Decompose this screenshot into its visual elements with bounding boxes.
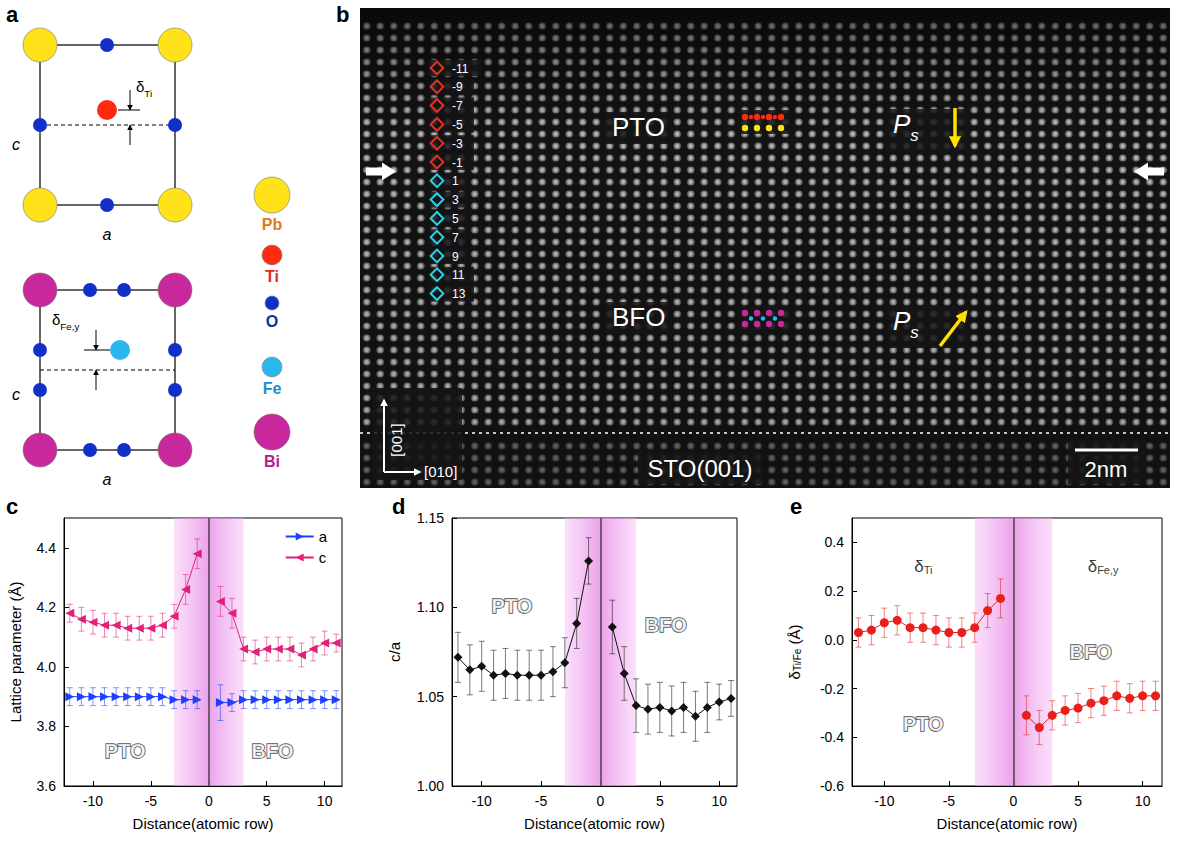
svg-text:Ti: Ti [924, 564, 933, 576]
html-text:d: d [392, 494, 406, 519]
svg-text:a: a [319, 528, 328, 545]
svg-text:4.0: 4.0 [37, 659, 57, 675]
svg-text:Fe,y: Fe,y [1097, 564, 1119, 576]
svg-text:Distance(atomic row): Distance(atomic row) [937, 815, 1078, 832]
svg-text:δ: δ [1088, 557, 1097, 576]
svg-text:5: 5 [1074, 793, 1082, 809]
svg-text:O: O [266, 313, 278, 330]
svg-text:Distance(atomic row): Distance(atomic row) [524, 815, 665, 832]
svg-text:-0.2: -0.2 [820, 681, 844, 697]
svg-text:BFO: BFO [1070, 641, 1112, 663]
svg-text:10: 10 [711, 793, 727, 809]
svg-text:BFO: BFO [612, 302, 665, 332]
svg-text:0: 0 [1010, 793, 1018, 809]
svg-text:PTO: PTO [612, 112, 665, 142]
svg-text:[001]: [001] [388, 423, 405, 456]
svg-text:-0.6: -0.6 [820, 778, 844, 794]
svg-text:Lattice parameter (Å): Lattice parameter (Å) [7, 582, 24, 723]
svg-text:0.4: 0.4 [825, 534, 845, 550]
svg-text:c: c [319, 549, 327, 566]
svg-text:Distance(atomic row): Distance(atomic row) [133, 815, 274, 832]
svg-text:(Å): (Å) [786, 625, 803, 649]
svg-text:δ: δ [786, 671, 803, 679]
svg-text:10: 10 [1135, 793, 1151, 809]
svg-text:δTi: δTi [136, 78, 152, 99]
svg-text:0: 0 [205, 793, 213, 809]
svg-text:δ: δ [914, 557, 923, 576]
svg-text:-5: -5 [943, 793, 956, 809]
svg-text:-7: -7 [452, 99, 463, 113]
svg-text:c/a: c/a [386, 641, 403, 662]
svg-text:1.10: 1.10 [417, 599, 444, 615]
svg-text:0.2: 0.2 [825, 583, 845, 599]
svg-text:5: 5 [452, 212, 459, 226]
svg-text:-5: -5 [535, 793, 548, 809]
svg-text:δFe,y: δFe,y [52, 311, 79, 332]
html-text:e: e [790, 494, 803, 519]
svg-text:9: 9 [452, 250, 459, 264]
svg-text:7: 7 [452, 231, 459, 245]
svg-text:0.0: 0.0 [825, 632, 845, 648]
svg-text:a: a [103, 226, 112, 243]
svg-text:-5: -5 [452, 118, 463, 132]
svg-text:1.15: 1.15 [417, 510, 444, 526]
svg-text:Ps: Ps [893, 306, 919, 342]
svg-text:4.2: 4.2 [37, 599, 57, 615]
svg-text:1: 1 [452, 174, 459, 188]
html-text:a: a [6, 2, 19, 27]
svg-text:-5: -5 [145, 793, 158, 809]
svg-text:PTO: PTO [105, 740, 146, 762]
svg-text:5: 5 [263, 793, 271, 809]
svg-text:2nm: 2nm [1085, 457, 1128, 482]
svg-text:-1: -1 [452, 156, 463, 170]
svg-text:Ti: Ti [265, 268, 279, 285]
html-text:c: c [6, 494, 19, 519]
svg-text:-9: -9 [452, 80, 463, 94]
svg-text:3: 3 [452, 193, 459, 207]
svg-text:a: a [103, 471, 112, 488]
svg-text:-0.4: -0.4 [820, 729, 844, 745]
svg-text:11: 11 [452, 268, 465, 282]
svg-text:Ti/Fe: Ti/Fe [792, 648, 803, 671]
svg-text:Bi: Bi [264, 453, 280, 470]
svg-text:-3: -3 [452, 137, 463, 151]
svg-text:c: c [12, 386, 20, 403]
svg-text:0: 0 [597, 793, 605, 809]
svg-text:3.6: 3.6 [37, 778, 57, 794]
svg-text:Fe: Fe [263, 380, 282, 397]
svg-text:-10: -10 [874, 793, 894, 809]
svg-text:13: 13 [452, 287, 466, 301]
svg-text:c: c [12, 136, 20, 153]
svg-text:1.00: 1.00 [417, 778, 444, 794]
svg-text:[010]: [010] [424, 463, 457, 480]
svg-text:3.8: 3.8 [37, 718, 57, 734]
svg-text:4.4: 4.4 [37, 540, 57, 556]
svg-text:1.05: 1.05 [417, 689, 444, 705]
svg-text:STO(001): STO(001) [648, 455, 753, 482]
svg-text:Ps: Ps [893, 109, 919, 145]
svg-text:-11: -11 [452, 62, 469, 76]
svg-text:PTO: PTO [491, 595, 532, 617]
svg-text:5: 5 [656, 793, 664, 809]
svg-text:BFO: BFO [645, 614, 687, 636]
svg-text:Pb: Pb [262, 216, 283, 233]
svg-text:BFO: BFO [251, 740, 293, 762]
svg-text:-10: -10 [83, 793, 103, 809]
svg-text:10: 10 [317, 793, 333, 809]
svg-text:PTO: PTO [903, 713, 944, 735]
html-text:b: b [336, 2, 350, 27]
svg-text:-10: -10 [472, 793, 492, 809]
